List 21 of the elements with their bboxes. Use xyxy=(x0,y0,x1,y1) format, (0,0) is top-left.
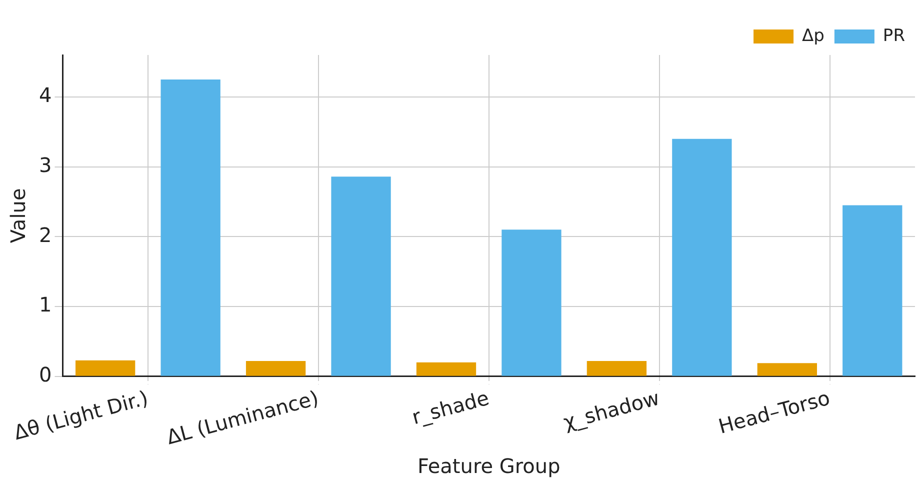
bar xyxy=(416,362,476,376)
legend-label: Δp xyxy=(802,26,824,46)
y-tick-label: 2 xyxy=(38,222,52,247)
x-axis-title: Feature Group xyxy=(417,454,560,478)
bar xyxy=(757,363,817,376)
y-tick-label: 4 xyxy=(38,83,52,108)
y-tick-label: 0 xyxy=(38,362,52,387)
bar xyxy=(672,138,732,376)
bar xyxy=(160,79,220,376)
legend-label: PR xyxy=(882,26,906,46)
y-tick-label: 3 xyxy=(38,152,52,177)
y-axis-title: Value xyxy=(6,188,30,244)
bar xyxy=(331,176,391,376)
bar xyxy=(76,360,136,376)
y-tick-label: 1 xyxy=(38,292,52,317)
x-tick-label: r_shade xyxy=(409,386,492,430)
bar xyxy=(502,230,562,376)
bar xyxy=(842,205,902,376)
bar xyxy=(586,361,647,376)
x-tick-label: Δθ (Light Dir.) xyxy=(11,386,151,445)
bar xyxy=(246,361,306,376)
